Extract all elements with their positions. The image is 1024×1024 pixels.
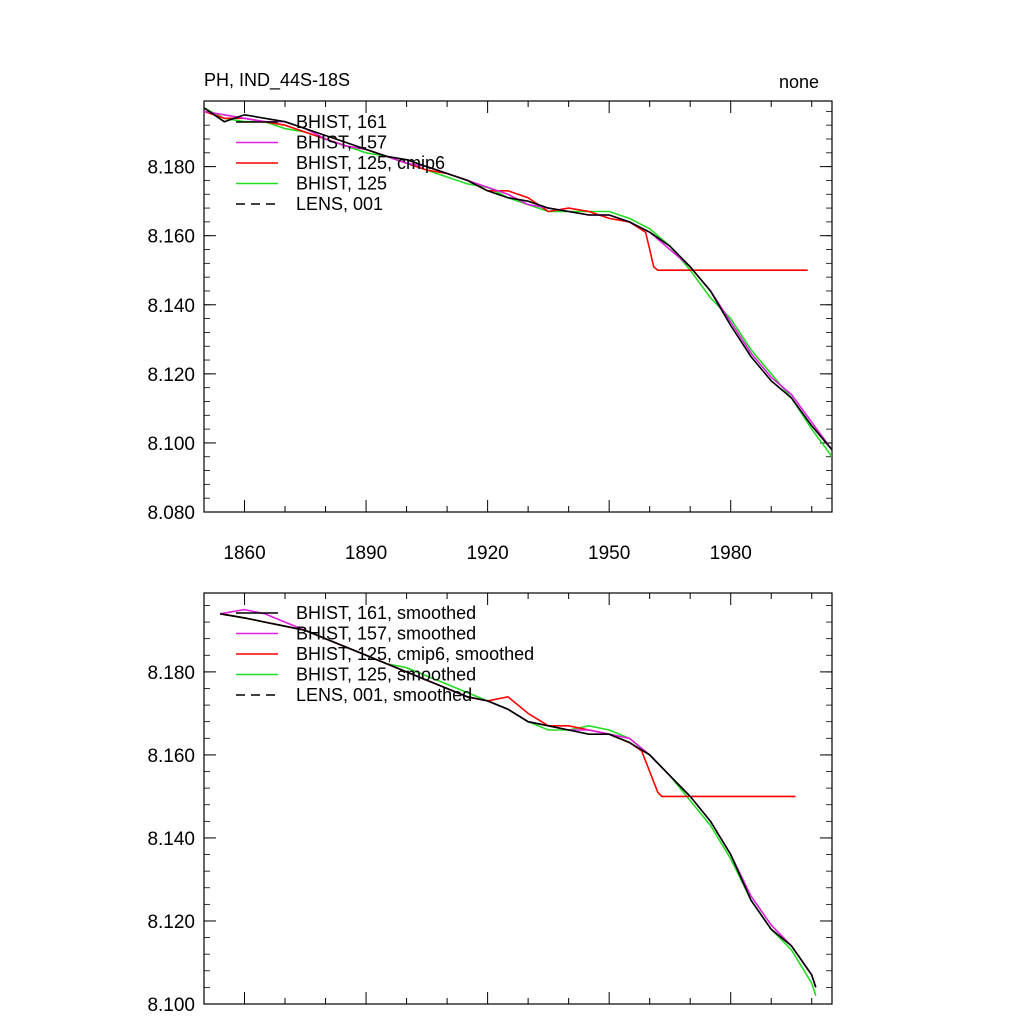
y-tick-label: 8.180: [147, 158, 195, 179]
legend-label: BHIST, 157: [296, 133, 387, 153]
series-line-0: [204, 107, 832, 451]
y-tick-label: 8.140: [147, 829, 195, 850]
y-tick-label: 8.160: [147, 227, 195, 248]
plot-frame: [203, 100, 833, 513]
series-line-2: [204, 110, 808, 272]
x-tick-label: 1890: [345, 543, 387, 564]
chart-subtitle: none: [779, 72, 819, 92]
y-tick-label: 8.120: [147, 912, 195, 933]
legend-label: BHIST, 125: [296, 174, 387, 194]
y-tick-label: 8.180: [147, 663, 195, 684]
x-tick-label: 1860: [223, 543, 265, 564]
legend-label: BHIST, 161, smoothed: [296, 603, 476, 623]
legend-label: LENS, 001: [296, 194, 383, 214]
y-tick-label: 8.100: [147, 995, 195, 1016]
y-tick-label: 8.120: [147, 365, 195, 386]
y-tick-label: 8.140: [147, 296, 195, 317]
chart-title: PH, IND_44S-18S: [204, 70, 350, 91]
bottom-plot-panel: 8.100 8.120 8.140 8.160 8.180 BHIST, 161, smo…: [147, 592, 833, 1016]
legend-label: BHIST, 157, smoothed: [296, 624, 476, 644]
legend-label: LENS, 001, smoothed: [296, 685, 472, 705]
legend-label: BHIST, 125, cmip6, smoothed: [296, 644, 534, 664]
legend-label: BHIST, 161: [296, 112, 387, 132]
x-tick-label: 1950: [588, 543, 630, 564]
series-line-0: [220, 613, 817, 988]
x-tick-label: 1920: [466, 543, 508, 564]
y-tick-label: 8.080: [147, 503, 195, 524]
legend-label: BHIST, 125, smoothed: [296, 665, 476, 685]
y-tick-label: 8.160: [147, 746, 195, 767]
plot-frame: [203, 592, 833, 1005]
legend-label: BHIST, 125, cmip6: [296, 153, 445, 173]
top-plot-panel: 8.080 8.100 8.120 8.140 8.160 8.180 1860 1890 19…: [147, 100, 833, 564]
x-tick-label: 1980: [710, 543, 752, 564]
y-tick-label: 8.100: [147, 434, 195, 455]
